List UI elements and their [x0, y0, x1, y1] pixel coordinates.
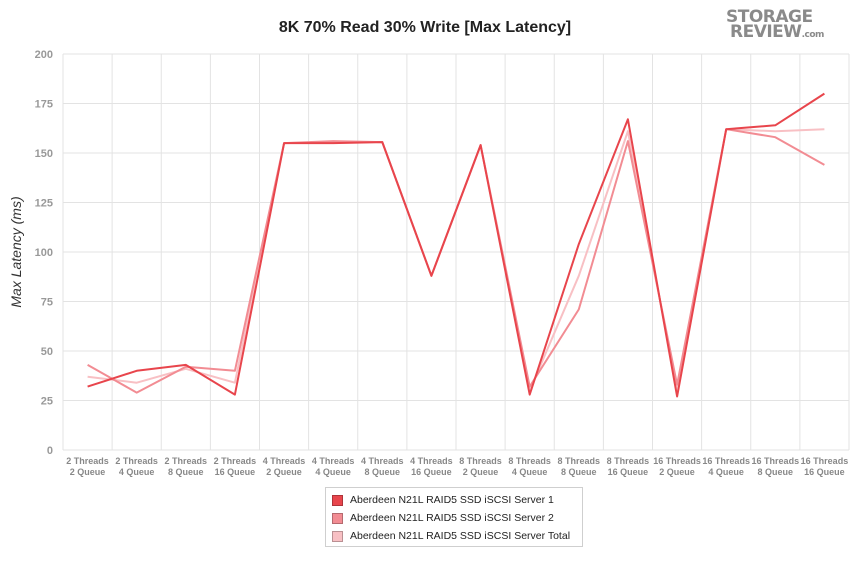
- x-tick-label: 16 Threads 16 Queue: [801, 456, 849, 477]
- chart-title: 8K 70% Read 30% Write [Max Latency]: [278, 19, 572, 36]
- legend-swatch: [332, 512, 343, 524]
- legend-swatch: [332, 494, 343, 506]
- x-tick-label: 16 Threads 2 Queue: [653, 456, 701, 477]
- legend-label: Aberdeen N21L RAID5 SSD iSCSI Server 2: [350, 512, 554, 524]
- y-tick-label: 150: [35, 148, 53, 160]
- x-tick-label: 2 Threads 8 Queue: [165, 456, 208, 477]
- legend: Aberdeen N21L RAID5 SSD iSCSI Server 1 Ab…: [325, 487, 583, 547]
- logo-line-2: REVIEW: [730, 22, 802, 42]
- legend-swatch: [332, 530, 343, 542]
- x-tick-label: 8 Threads 8 Queue: [558, 456, 601, 477]
- legend-item-2[interactable]: Aberdeen N21L RAID5 SSD iSCSI Server 2: [332, 509, 576, 527]
- y-tick-label: 0: [47, 445, 53, 457]
- x-tick-label: 16 Threads 8 Queue: [752, 456, 800, 477]
- x-tick-label: 4 Threads 2 Queue: [263, 456, 306, 477]
- y-axis-label: Max Latency (ms): [8, 196, 24, 307]
- legend-label: Aberdeen N21L RAID5 SSD iSCSI Server Tot…: [350, 530, 571, 542]
- x-tick-label: 2 Threads 4 Queue: [115, 456, 158, 477]
- y-tick-label: 75: [41, 297, 53, 309]
- x-tick-label: 2 Threads 16 Queue: [214, 456, 257, 477]
- legend-item-1[interactable]: Aberdeen N21L RAID5 SSD iSCSI Server 1: [332, 491, 576, 509]
- x-tick-label: 2 Threads 2 Queue: [66, 456, 109, 477]
- x-tick-label: 4 Threads 4 Queue: [312, 456, 355, 477]
- series-line-1: [87, 92, 825, 398]
- x-tick-label: 8 Threads 2 Queue: [459, 456, 502, 477]
- y-tick-label: 175: [35, 99, 53, 111]
- y-tick-label: 50: [41, 346, 53, 358]
- x-tick-label: 8 Threads 4 Queue: [508, 456, 551, 477]
- logo-line-1: STORAGE: [726, 7, 813, 27]
- y-tick-label: 25: [41, 396, 53, 408]
- legend-item-3[interactable]: Aberdeen N21L RAID5 SSD iSCSI Server Tot…: [332, 527, 576, 545]
- x-tick-label: 4 Threads 8 Queue: [361, 456, 404, 477]
- storagereview-logo: STORAGE REVIEW.com: [726, 7, 836, 46]
- x-tick-label: 16 Threads 4 Queue: [702, 456, 750, 477]
- y-tick-label: 100: [35, 247, 53, 259]
- x-tick-label: 8 Threads 16 Queue: [607, 456, 650, 477]
- y-tick-label: 125: [35, 198, 53, 210]
- y-tick-label: 200: [35, 49, 53, 61]
- logo-suffix: .com: [801, 30, 825, 40]
- x-tick-label: 4 Threads 16 Queue: [410, 456, 453, 477]
- legend-label: Aberdeen N21L RAID5 SSD iSCSI Server 1: [350, 494, 554, 506]
